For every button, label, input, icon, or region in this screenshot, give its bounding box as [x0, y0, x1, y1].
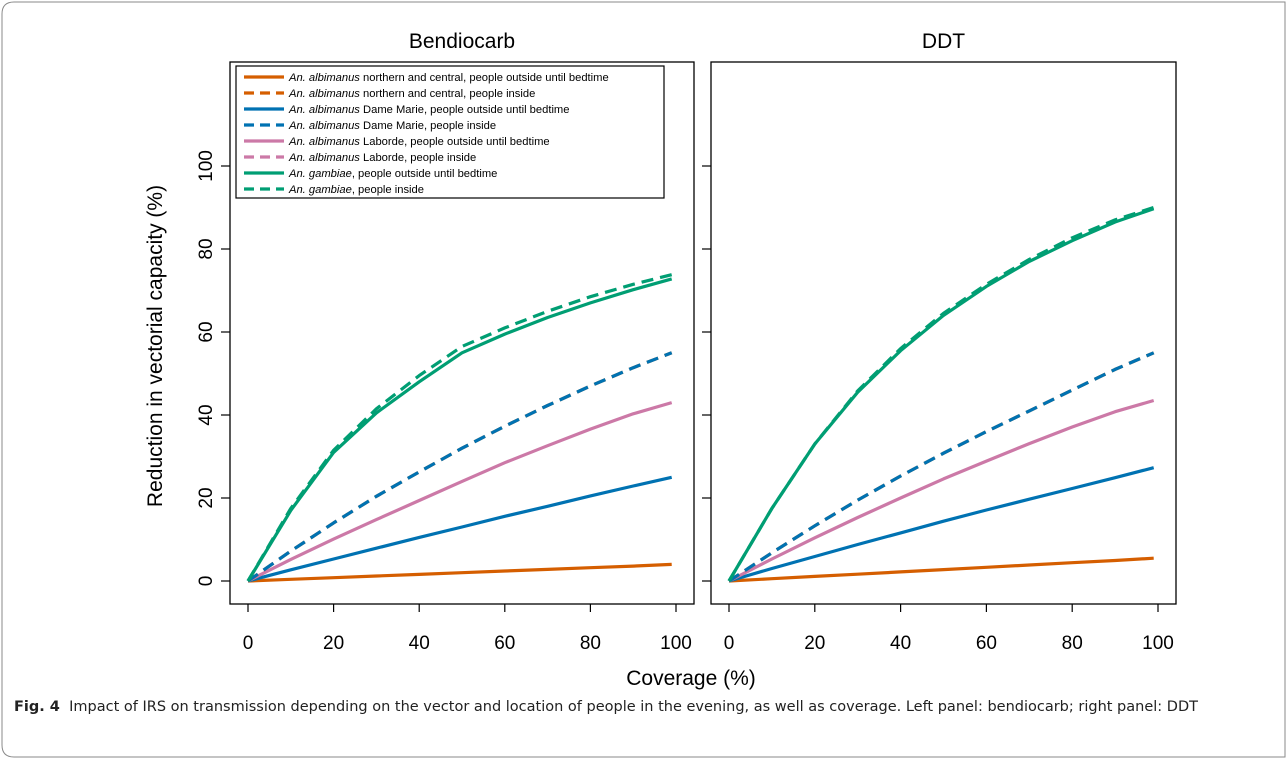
y-tick-label: 0: [196, 576, 217, 587]
legend-entry: An. albimanus Dame Marie, people outside…: [288, 104, 569, 116]
panel-title: Bendiocarb: [409, 30, 515, 53]
series-line: [247, 351, 673, 583]
series-line: [247, 401, 673, 583]
legend-entry: An. albimanus Laborde, people outside un…: [288, 136, 550, 148]
legend-entry: An. albimanus northern and central, peop…: [288, 72, 609, 84]
legend-box: [235, 65, 665, 199]
x-tick-label: 60: [976, 633, 997, 654]
x-tick-label: 20: [323, 633, 344, 654]
x-tick-label: 0: [243, 633, 254, 654]
y-tick-label: 20: [196, 487, 217, 508]
x-tick-label: 40: [409, 633, 430, 654]
y-tick-label: 100: [196, 150, 217, 182]
series-line: [728, 466, 1155, 583]
plot-frame: [710, 61, 1177, 605]
series-line: [728, 351, 1155, 583]
series-line: [727, 207, 1155, 582]
legend-entry: An. gambiae, people outside until bedtim…: [288, 168, 497, 180]
y-tick-label: 40: [196, 404, 217, 425]
x-tick-label: 80: [1062, 633, 1083, 654]
series-line: [247, 475, 673, 583]
series-line: [728, 556, 1154, 583]
plot-frame: [229, 61, 695, 605]
y-tick-label: 60: [196, 321, 217, 342]
x-tick-label: 20: [804, 633, 825, 654]
legend-entry: An. albimanus northern and central, peop…: [288, 88, 535, 100]
panel-title: DDT: [922, 30, 965, 53]
y-axis-label: Reduction in vectorial capacity (%): [144, 185, 167, 507]
x-tick-label: 100: [660, 633, 692, 654]
x-tick-label: 40: [890, 633, 911, 654]
panel-1: Bendiocarb 0 20 40 60 80 100 0 20 40 60 80 100: [196, 30, 695, 654]
caption-label: Fig. 4: [14, 699, 60, 715]
legend-entry: An. albimanus Laborde, people inside: [288, 152, 476, 164]
caption-text: Impact of IRS on transmission depending …: [69, 699, 1198, 715]
x-axis-label: Coverage (%): [626, 667, 756, 690]
series-line: [246, 277, 673, 582]
x-tick-label: 60: [494, 633, 515, 654]
figure-caption: Fig. 4 Impact of IRS on transmission dep…: [14, 697, 1274, 718]
series-line: [727, 205, 1155, 582]
series-line: [247, 351, 673, 583]
x-tick-label: 0: [724, 633, 735, 654]
series-line: [728, 351, 1155, 583]
series-line: [247, 562, 672, 583]
panel-2: DDT 0 20 40 60 80 100: [702, 30, 1177, 654]
legend: An. albimanus northern and central, peop…: [235, 65, 665, 199]
series-line: [246, 273, 673, 582]
x-tick-label: 100: [1142, 633, 1174, 654]
legend-entry: An. albimanus Dame Marie, people inside: [288, 120, 496, 132]
figure-chart: Bendiocarb 0 20 40 60 80 100 0 20 40 60 80 100 DDT 0 20…: [144, 30, 1177, 690]
y-tick-label: 80: [196, 238, 217, 259]
legend-entry: An. gambiae, people inside: [288, 184, 424, 196]
series-line: [728, 398, 1155, 583]
x-tick-label: 80: [580, 633, 601, 654]
